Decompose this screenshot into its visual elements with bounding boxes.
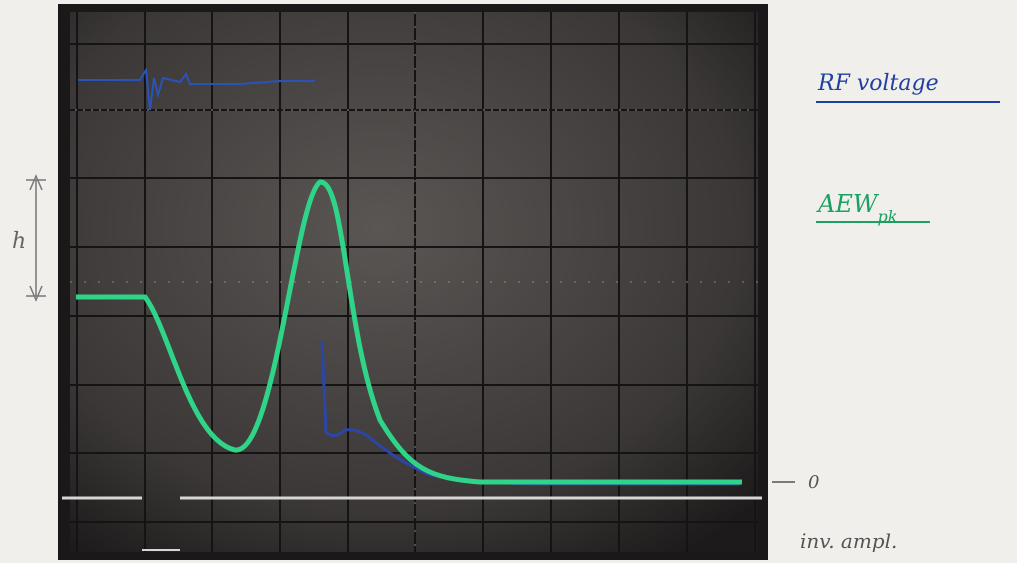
rf-trace [78,66,315,111]
height-marker [26,174,46,302]
rf-label: RF voltage [817,71,939,96]
aew-trace [76,179,742,485]
graticule [70,12,758,552]
height-label: h [12,229,26,254]
axis-note: inv. ampl. [800,529,897,553]
aew-subscript: pk [878,207,898,226]
aew-label: AEWpk [816,190,897,226]
zero-label: 0 [808,472,819,493]
aew-main: AEW [816,190,880,218]
